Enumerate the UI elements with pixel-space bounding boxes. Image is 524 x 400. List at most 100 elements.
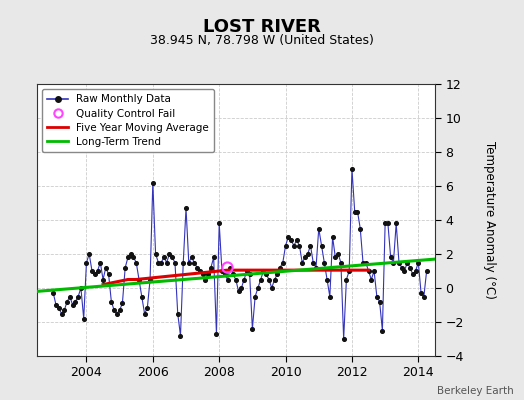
- Point: [154, 259, 162, 266]
- Point: [54, 305, 63, 312]
- Point: [179, 259, 188, 266]
- Point: [273, 271, 281, 278]
- Point: [188, 254, 196, 261]
- Point: [165, 251, 173, 257]
- Point: [229, 271, 237, 278]
- Point: [323, 276, 331, 283]
- Point: [262, 271, 270, 278]
- Point: [151, 251, 160, 257]
- Point: [195, 268, 204, 274]
- Point: [93, 268, 102, 274]
- Point: [370, 268, 378, 274]
- Point: [337, 259, 345, 266]
- Point: [113, 310, 121, 317]
- Point: [375, 298, 384, 305]
- Point: [314, 225, 323, 232]
- Point: [325, 293, 334, 300]
- Point: [240, 276, 248, 283]
- Point: [353, 208, 362, 215]
- Point: [212, 331, 221, 337]
- Point: [411, 268, 420, 274]
- Point: [318, 242, 326, 249]
- Point: [290, 242, 298, 249]
- Legend: Raw Monthly Data, Quality Control Fail, Five Year Moving Average, Long-Term Tren: Raw Monthly Data, Quality Control Fail, …: [42, 89, 214, 152]
- Point: [138, 293, 146, 300]
- Point: [77, 285, 85, 291]
- Point: [367, 276, 376, 283]
- Point: [57, 310, 66, 317]
- Point: [362, 259, 370, 266]
- Point: [364, 268, 373, 274]
- Point: [110, 307, 118, 313]
- Point: [281, 242, 290, 249]
- Point: [348, 166, 356, 172]
- Point: [268, 285, 276, 291]
- Point: [251, 293, 259, 300]
- Point: [422, 268, 431, 274]
- Point: [143, 305, 151, 312]
- Point: [223, 264, 232, 271]
- Point: [334, 251, 342, 257]
- Point: [373, 293, 381, 300]
- Point: [215, 220, 223, 226]
- Point: [193, 264, 201, 271]
- Point: [378, 327, 387, 334]
- Point: [342, 276, 351, 283]
- Point: [115, 307, 124, 313]
- Point: [351, 208, 359, 215]
- Point: [135, 276, 143, 283]
- Point: [71, 298, 80, 305]
- Point: [173, 310, 182, 317]
- Point: [381, 220, 389, 226]
- Point: [218, 268, 226, 274]
- Point: [118, 300, 127, 306]
- Point: [60, 307, 69, 313]
- Point: [182, 205, 190, 211]
- Point: [331, 254, 340, 261]
- Point: [256, 276, 265, 283]
- Point: [107, 298, 115, 305]
- Point: [226, 264, 234, 271]
- Point: [265, 276, 273, 283]
- Point: [301, 254, 309, 261]
- Point: [245, 271, 254, 278]
- Point: [320, 259, 329, 266]
- Point: [303, 251, 312, 257]
- Point: [176, 332, 184, 339]
- Point: [146, 276, 154, 283]
- Point: [66, 293, 74, 300]
- Point: [91, 271, 99, 278]
- Point: [132, 259, 140, 266]
- Point: [400, 268, 409, 274]
- Point: [223, 276, 232, 283]
- Point: [160, 254, 168, 261]
- Point: [298, 259, 307, 266]
- Point: [80, 315, 88, 322]
- Point: [129, 254, 138, 261]
- Point: [420, 293, 428, 300]
- Point: [162, 259, 171, 266]
- Point: [82, 259, 91, 266]
- Point: [96, 259, 104, 266]
- Point: [168, 254, 177, 261]
- Point: [292, 237, 301, 244]
- Point: [190, 259, 199, 266]
- Point: [384, 220, 392, 226]
- Point: [171, 259, 179, 266]
- Point: [359, 259, 367, 266]
- Point: [276, 264, 284, 271]
- Point: [157, 259, 165, 266]
- Point: [124, 254, 132, 261]
- Point: [49, 290, 58, 296]
- Point: [392, 220, 400, 226]
- Point: [287, 237, 296, 244]
- Point: [309, 259, 318, 266]
- Point: [417, 290, 425, 296]
- Point: [312, 264, 320, 271]
- Point: [85, 251, 93, 257]
- Point: [340, 336, 348, 342]
- Point: [243, 268, 251, 274]
- Point: [104, 271, 113, 278]
- Point: [414, 259, 422, 266]
- Point: [149, 179, 157, 186]
